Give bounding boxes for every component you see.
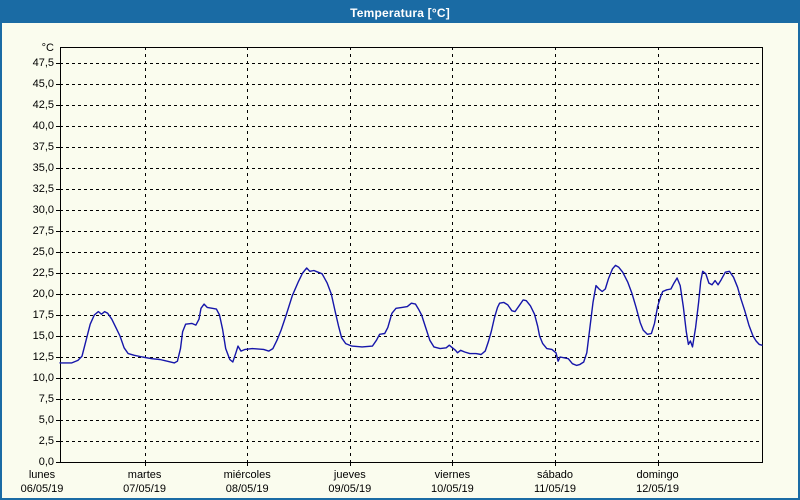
y-axis-unit-label: °C xyxy=(41,42,54,54)
y-tick-label: 47,5 xyxy=(32,57,54,69)
x-date-label: 06/05/19 xyxy=(20,483,64,495)
x-date-label: 07/05/19 xyxy=(123,483,166,495)
y-tick-label: 15,0 xyxy=(32,330,54,342)
y-tick-label: 45,0 xyxy=(32,78,54,90)
x-day-label: domingo xyxy=(636,469,679,481)
x-date-label: 11/05/19 xyxy=(533,483,576,495)
y-tick-label: 5,0 xyxy=(38,414,54,426)
x-day-label: miércoles xyxy=(223,469,271,481)
x-date-label: 10/05/19 xyxy=(430,483,474,495)
y-tick-label: 25,0 xyxy=(32,246,54,258)
y-tick-label: 22,5 xyxy=(32,267,54,279)
x-day-label: sábado xyxy=(536,469,574,481)
y-tick-label: 37,5 xyxy=(32,141,54,153)
x-date-label: 12/05/19 xyxy=(636,483,679,495)
y-tick-label: 30,0 xyxy=(32,204,54,216)
y-tick-label: 32,5 xyxy=(32,183,54,195)
x-date-label: 08/05/19 xyxy=(225,483,269,495)
y-tick-label: 42,5 xyxy=(32,99,54,111)
chart-title: Temperatura [°C] xyxy=(350,5,450,20)
y-tick-label: 12,5 xyxy=(32,351,54,363)
x-day-label: jueves xyxy=(333,469,366,481)
y-tick-label: 0,0 xyxy=(38,456,54,468)
title-bar: Temperatura [°C] xyxy=(2,2,798,23)
x-day-label: lunes xyxy=(28,469,56,481)
x-day-label: viernes xyxy=(434,469,471,481)
y-tick-label: 40,0 xyxy=(32,120,54,132)
temperature-line xyxy=(59,264,763,367)
plot-border xyxy=(60,47,763,463)
x-date-label: 09/05/19 xyxy=(328,483,372,495)
y-tick-label: 7,5 xyxy=(38,393,54,405)
x-day-label: martes xyxy=(127,469,162,481)
y-tick-label: 35,0 xyxy=(32,162,54,174)
y-tick-label: 20,0 xyxy=(32,288,54,300)
y-tick-label: 17,5 xyxy=(32,309,54,321)
y-tick-label: 27,5 xyxy=(32,225,54,237)
y-tick-label: 2,5 xyxy=(38,435,54,447)
y-tick-label: 10,0 xyxy=(32,372,54,384)
